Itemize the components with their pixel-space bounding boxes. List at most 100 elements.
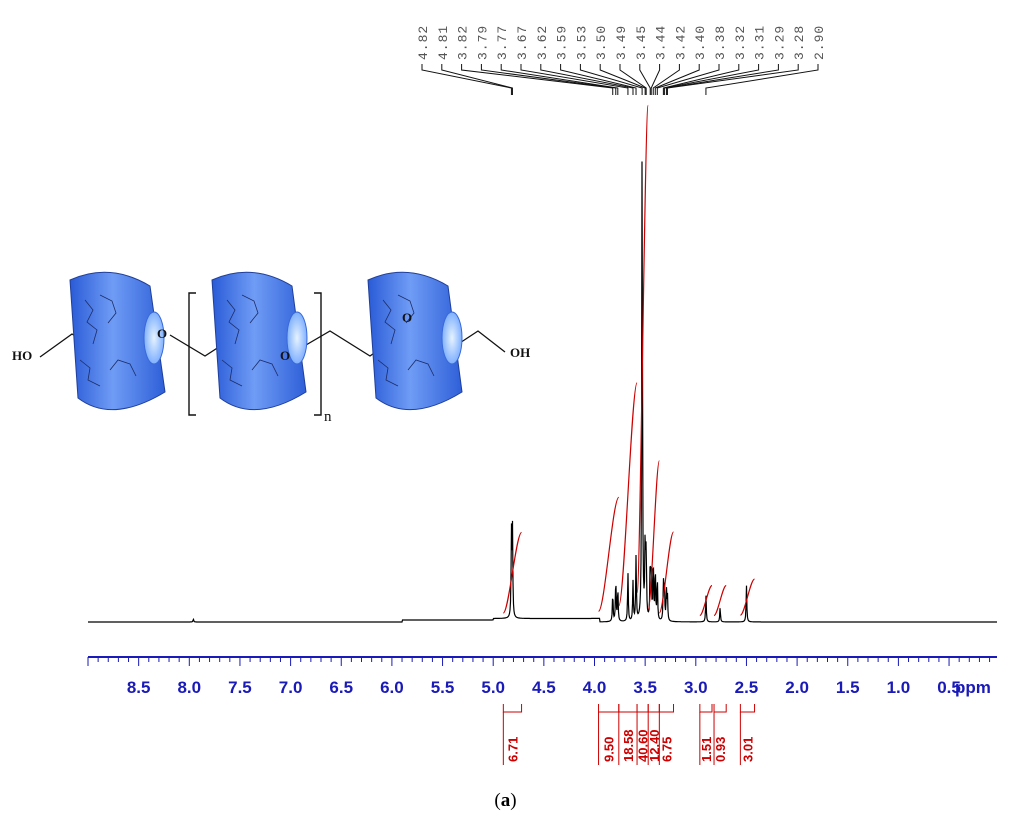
peak-leader xyxy=(650,64,661,95)
integral-bracket xyxy=(618,704,638,713)
integral-curve xyxy=(739,578,756,616)
x-tick-label: 2.5 xyxy=(735,678,759,697)
peak-label: 3.42 xyxy=(673,25,688,60)
peak-label: 3.67 xyxy=(515,25,530,60)
peak-label: 3.32 xyxy=(733,25,748,60)
peak-label: 4.81 xyxy=(436,25,451,60)
integral-curve xyxy=(502,531,523,614)
peak-leader-lines xyxy=(421,64,819,95)
oxygen-label: O xyxy=(280,348,290,363)
inset-structure: O O O HO OH n xyxy=(12,271,530,425)
repeat-bracket-right xyxy=(314,292,322,416)
caption-label: a xyxy=(500,790,511,811)
integral-curve xyxy=(658,531,675,614)
peak-label: 3.31 xyxy=(753,25,768,60)
peak-leader xyxy=(421,64,512,95)
cyclodextrin-cone xyxy=(211,271,308,411)
integral-curve xyxy=(636,104,649,594)
peak-label: 3.45 xyxy=(634,25,649,60)
peak-label: 3.28 xyxy=(792,25,807,60)
peak-labels: 4.82 4.81 3.82 3.79 3.77 3.67 3.62 3.59 3.53 3.50… xyxy=(416,25,827,60)
peak-leader xyxy=(654,64,700,95)
x-tick-label: 7.0 xyxy=(279,678,303,697)
peak-leader xyxy=(441,64,513,95)
figure-caption: (a) xyxy=(0,790,1011,812)
integral-curve xyxy=(618,382,638,607)
x-axis-unit-label: ppm xyxy=(955,678,991,697)
integral-bracket xyxy=(739,704,756,713)
x-tick-label: 2.0 xyxy=(785,678,809,697)
integral-value-label: 3.01 xyxy=(740,737,755,762)
peak-label: 4.82 xyxy=(416,25,431,60)
x-tick-label: 3.0 xyxy=(684,678,708,697)
integral-bracket xyxy=(699,704,713,713)
peak-label: 2.90 xyxy=(812,25,827,60)
integral-bracket xyxy=(658,704,675,713)
peak-leader xyxy=(461,64,614,95)
integral-value-label: 6.75 xyxy=(659,737,674,762)
peak-leader xyxy=(666,64,799,95)
peak-label: 3.82 xyxy=(456,25,471,60)
x-tick-label: 5.5 xyxy=(431,678,455,697)
integral-curve xyxy=(713,584,727,617)
peak-leader xyxy=(520,64,629,95)
peak-label: 3.38 xyxy=(713,25,728,60)
integral-curve xyxy=(597,496,620,612)
x-axis-tick-labels: 8.5 8.0 7.5 7.0 6.5 6.0 5.5 5.0 4.5 4.0 3.5 3.0 2.5 2… xyxy=(127,678,961,697)
integral-curves xyxy=(502,104,756,617)
cyclodextrin-cone xyxy=(69,271,166,411)
integral-bracket xyxy=(636,704,649,713)
peak-label: 3.40 xyxy=(693,25,708,60)
peak-leader xyxy=(599,64,646,95)
oxygen-label: O xyxy=(157,326,167,341)
peak-leader xyxy=(662,64,740,95)
peak-label: 3.62 xyxy=(535,25,550,60)
peak-leader xyxy=(652,64,680,95)
peak-label: 3.59 xyxy=(555,25,570,60)
peak-leader xyxy=(663,64,760,95)
peak-leader xyxy=(579,64,643,95)
peak-leader xyxy=(540,64,634,95)
caption-open-paren: ( xyxy=(494,790,501,811)
repeat-bracket-left xyxy=(188,292,196,416)
x-tick-label: 1.5 xyxy=(836,678,860,697)
x-axis: 8.5 8.0 7.5 7.0 6.5 6.0 5.5 5.0 4.5 4.0 3.5 3.0 2.5 2… xyxy=(87,656,997,697)
integral-bracket xyxy=(647,704,660,713)
x-axis-minor-ticks xyxy=(87,657,991,666)
terminal-oh-label: OH xyxy=(510,345,530,360)
spectrum-trace xyxy=(88,161,997,623)
integral-bracket xyxy=(598,704,620,713)
integral-value-label: 18.58 xyxy=(621,729,636,762)
x-tick-label: 5.0 xyxy=(481,678,505,697)
terminal-ho-label: HO xyxy=(12,348,32,363)
caption-close-paren: ) xyxy=(510,790,517,811)
integral-curve xyxy=(699,584,713,617)
integral-value-label: 40.60 xyxy=(636,729,651,762)
peak-label: 3.79 xyxy=(475,25,490,60)
x-tick-label: 6.0 xyxy=(380,678,404,697)
integral-value-label: 0.93 xyxy=(713,737,728,762)
peak-leader xyxy=(656,64,720,95)
peak-leader xyxy=(500,64,619,95)
integral-bracket xyxy=(713,704,727,713)
peak-label: 3.50 xyxy=(594,25,609,60)
integral-value-label: 12.40 xyxy=(647,729,662,762)
x-tick-label: 8.5 xyxy=(127,678,151,697)
peak-leader xyxy=(639,64,651,95)
x-tick-label: 8.0 xyxy=(177,678,201,697)
integral-bracket xyxy=(502,704,523,713)
x-tick-label: 4.0 xyxy=(583,678,607,697)
x-tick-label: 7.5 xyxy=(228,678,252,697)
x-tick-label: 4.5 xyxy=(532,678,556,697)
integral-curve xyxy=(647,460,660,611)
repeat-unit-n-label: n xyxy=(324,409,332,425)
peak-label: 3.44 xyxy=(654,25,669,60)
integral-value-label: 9.50 xyxy=(602,737,617,762)
x-tick-label: 0.5 xyxy=(937,678,961,697)
cyclodextrin-cone xyxy=(367,271,463,411)
peak-label: 3.53 xyxy=(574,25,589,60)
integral-value-label: 6.71 xyxy=(505,737,520,762)
peak-leader xyxy=(705,64,819,95)
